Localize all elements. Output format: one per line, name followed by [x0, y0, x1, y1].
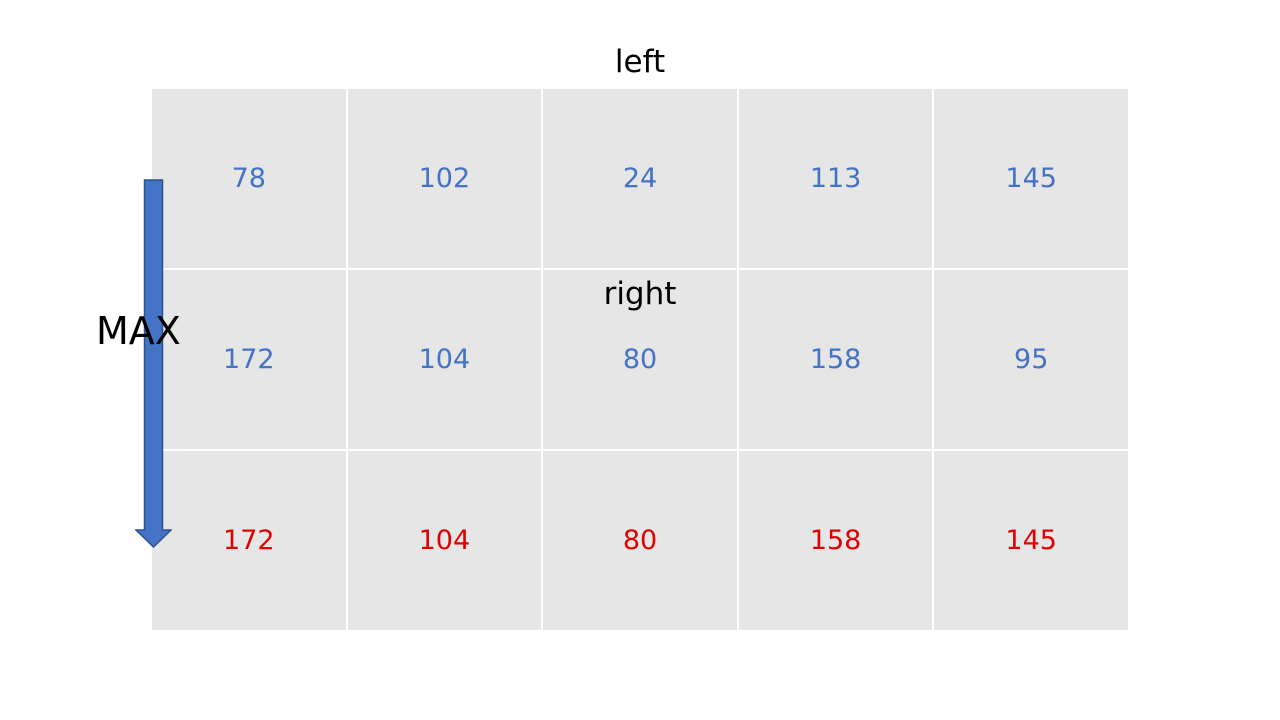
- down-arrow-shape: [135, 179, 172, 549]
- right-row-label: right: [603, 276, 677, 312]
- grid-cell-max-2: 104: [347, 451, 542, 630]
- grid-cell-max-3: 80: [543, 451, 737, 630]
- grid-cell-right-5: 95: [934, 270, 1128, 449]
- grid-cell-right-3: 80: [543, 270, 737, 449]
- grid-cell-max-5: 145: [934, 451, 1128, 630]
- grid-cell-left-5: 145: [934, 89, 1128, 268]
- grid-cell-left-4: 113: [738, 89, 933, 268]
- grid-cell-right-2: 104: [347, 270, 542, 449]
- grid-cell-right-1: 172: [152, 270, 346, 449]
- value-grid: 78 102 24 113 145 172 104 80 158 95 172 …: [152, 89, 1128, 630]
- down-arrow-icon: [135, 179, 172, 549]
- grid-cell-left-1: 78: [152, 89, 346, 268]
- grid-cell-max-4: 158: [738, 451, 933, 630]
- grid-cell-left-3: 24: [543, 89, 737, 268]
- grid-cell-max-1: 172: [152, 451, 346, 630]
- grid-cell-left-2: 102: [347, 89, 542, 268]
- grid-cell-right-4: 158: [738, 270, 933, 449]
- left-row-label: left: [614, 44, 666, 80]
- max-arrow-label: MAX: [96, 309, 181, 353]
